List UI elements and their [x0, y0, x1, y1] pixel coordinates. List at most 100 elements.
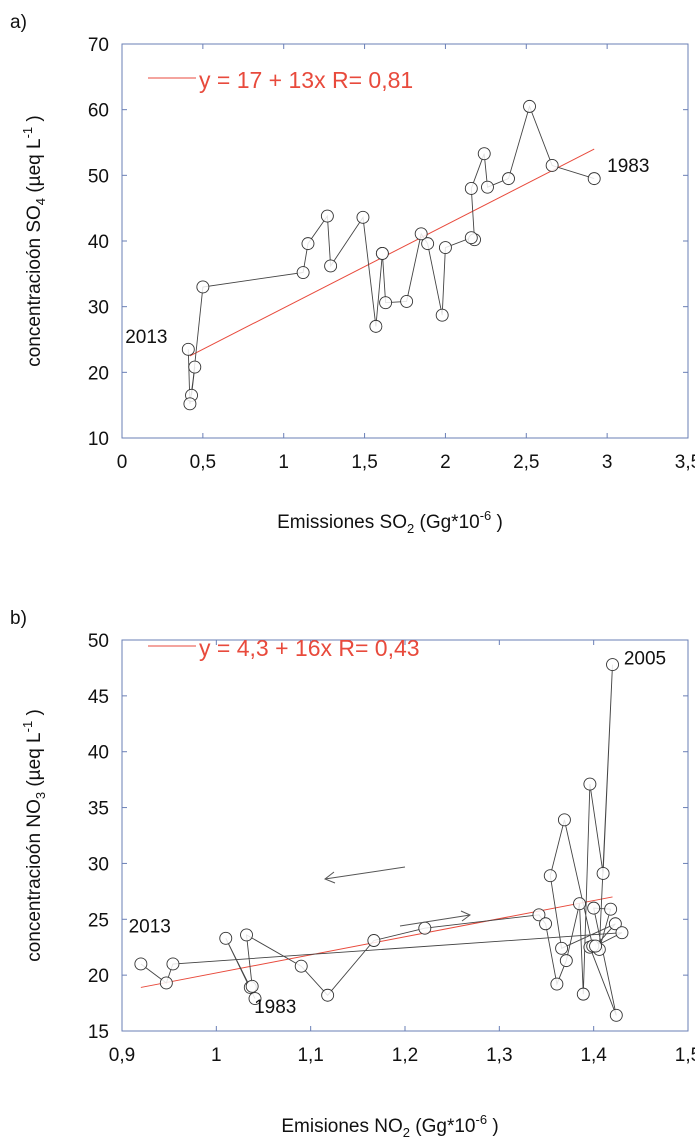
- x-tick-label: 1,1: [297, 1045, 323, 1066]
- data-point: [606, 658, 619, 672]
- data-point: [587, 172, 601, 186]
- data-point: [435, 308, 449, 322]
- arrow-left: [324, 866, 406, 880]
- regression-line: [189, 148, 595, 357]
- data-point: [375, 247, 389, 260]
- y-tick-label: 45: [88, 687, 109, 708]
- data-point: [543, 869, 557, 883]
- direction-arrows: [324, 866, 471, 927]
- annotation-year: 1983: [254, 997, 296, 1018]
- arrow-right: [399, 914, 471, 927]
- y-tick-label: 70: [88, 35, 109, 56]
- data-point: [589, 939, 603, 953]
- annotation-year: 2013: [129, 917, 171, 938]
- chart-panel-2: b) 0,9 1 1,1 1,2 1,3 1,4 1,5 15 20 25 30 35 40 45 50 y =…: [10, 608, 695, 1140]
- data-point: [379, 296, 393, 310]
- x-tick-label: 2: [440, 452, 451, 473]
- data-point: [166, 957, 180, 971]
- y-axis-label: concentracioón NO3 (µeq L-1 ): [20, 709, 48, 962]
- data-point: [134, 957, 148, 971]
- x-tick-label: 1: [211, 1045, 222, 1066]
- data-point: [321, 988, 335, 1002]
- data-point: [464, 231, 478, 245]
- x-axis-label: Emisiones NO2 (Gg*10-6 ): [281, 1112, 498, 1140]
- y-tick-label: 50: [88, 631, 109, 652]
- data-point: [596, 867, 610, 880]
- data-point: [609, 1008, 623, 1022]
- y-tick-label: 20: [88, 966, 109, 987]
- series-path: [140, 664, 623, 1016]
- data-point: [219, 931, 233, 945]
- x-tick-label: 0,5: [190, 452, 216, 473]
- data-point: [183, 397, 197, 411]
- data-point: [615, 926, 629, 940]
- data-point: [294, 959, 308, 973]
- data-point: [296, 266, 310, 279]
- plot-frame: [121, 639, 689, 1032]
- arrow-right-head: [460, 910, 471, 922]
- legend-label: y = 4,3 + 16x R= 0,43: [199, 635, 420, 661]
- data-point: [369, 319, 383, 333]
- y-tick-label: 35: [88, 799, 109, 820]
- data-point: [188, 360, 202, 374]
- y-axis-label: concentracioón SO4 (µeq L-1 ): [20, 115, 48, 367]
- data-point: [532, 908, 546, 922]
- y-tick-label: 40: [88, 743, 109, 764]
- data-point: [324, 259, 338, 273]
- x-tick-label: 0: [117, 452, 128, 473]
- data-point: [481, 180, 494, 194]
- data-point: [557, 813, 571, 827]
- data-point: [523, 99, 536, 113]
- data-point: [559, 954, 573, 968]
- annotation-year: 1983: [607, 156, 649, 177]
- data-point: [550, 977, 564, 991]
- data-point: [400, 294, 414, 308]
- data-point: [604, 902, 618, 916]
- annotation-year: 2005: [624, 649, 666, 670]
- data-point: [367, 934, 381, 947]
- x-tick-label: 1,5: [675, 1045, 695, 1066]
- legend-label: y = 17 + 13x R= 0,81: [199, 67, 413, 93]
- x-tick-label: 0,9: [109, 1045, 135, 1066]
- data-point: [418, 921, 432, 935]
- data-point: [438, 241, 452, 255]
- panel-label: a): [10, 12, 27, 33]
- y-tick-label: 60: [88, 101, 109, 122]
- x-tick-label: 3,5: [675, 452, 695, 473]
- y-tick-label: 30: [88, 854, 109, 875]
- x-tick-label: 1,4: [580, 1045, 607, 1066]
- data-point: [608, 917, 622, 931]
- data-point: [464, 182, 478, 195]
- x-tick-label: 1,3: [486, 1045, 512, 1066]
- data-point: [181, 342, 195, 356]
- x-tick-label: 3: [602, 452, 613, 473]
- data-point: [196, 280, 210, 294]
- data-point: [301, 237, 315, 251]
- y-tick-label: 15: [88, 1022, 109, 1043]
- arrow-left-head: [324, 871, 336, 884]
- y-tick-label: 20: [88, 363, 109, 384]
- chart-panel-1: a) 0 0,5 1 1,5 2 2,5 3 3,5 10 20 30 40 50 60 70 y = 17 +…: [10, 12, 695, 536]
- data-point: [576, 987, 590, 1001]
- x-tick-label: 1: [278, 452, 289, 473]
- x-tick-label: 1,2: [392, 1045, 418, 1066]
- y-tick-label: 25: [88, 910, 109, 931]
- data-point: [248, 992, 262, 1006]
- data-point: [414, 227, 428, 241]
- x-tick-label: 1,5: [351, 452, 377, 473]
- data-point: [587, 901, 601, 915]
- annotation-year: 2013: [125, 327, 167, 348]
- data-point: [545, 159, 559, 172]
- data-point: [159, 976, 173, 990]
- data-point: [245, 979, 259, 993]
- data-point: [240, 928, 253, 942]
- plot-frame: [121, 43, 689, 439]
- y-tick-label: 50: [88, 166, 109, 187]
- data-point: [477, 147, 491, 161]
- panel-label: b): [10, 608, 27, 629]
- data-point: [356, 210, 370, 224]
- data-point: [583, 777, 597, 791]
- data-point: [421, 237, 435, 251]
- data-point: [320, 209, 334, 223]
